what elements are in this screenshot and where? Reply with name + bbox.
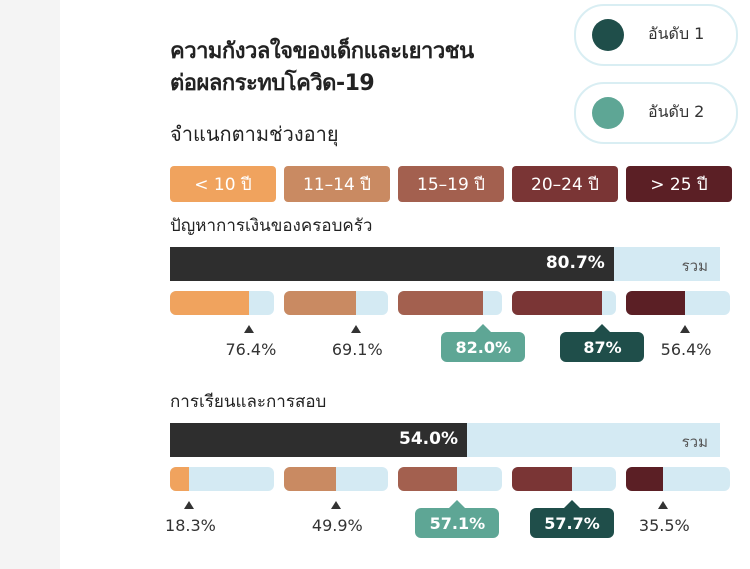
total-bar-fill-0 [170, 247, 614, 281]
section-label-0: ปัญหาการเงินของครอบครัว [170, 216, 373, 236]
age-chip-under-10: < 10 ปี [170, 166, 276, 202]
age-bar-track-1-0 [170, 467, 274, 491]
total-value-label-0: 80.7% [545, 253, 605, 273]
total-bar-track-1: 54.0% รวม [170, 423, 720, 457]
value-marker-1-0 [184, 501, 195, 509]
rank-badge-0-3: 87% [560, 324, 645, 362]
age-bar-track-0-2 [398, 291, 502, 315]
age-bar-fill-0-3 [512, 291, 603, 315]
legend-swatch-rank-1 [592, 19, 624, 51]
age-bar-fill-0-4 [626, 291, 685, 315]
total-tag-1: รวม [681, 433, 708, 451]
age-bar-fill-1-4 [626, 467, 663, 491]
legend-item-rank-2: อันดับ 2 [574, 82, 738, 144]
age-bar-track-1-2 [398, 467, 502, 491]
value-label-1-0: 18.3% [165, 516, 216, 535]
total-bar-fill-1 [170, 423, 467, 457]
age-bar-fill-1-0 [170, 467, 190, 491]
age-chip-15-19: 15–19 ปี [398, 166, 504, 202]
rank-badge-1-3: 57.7% [530, 500, 614, 538]
value-marker-0-4 [679, 325, 690, 333]
value-marker-0-1 [350, 325, 361, 333]
age-chip-20-24: 20–24 ปี [512, 166, 618, 202]
age-chip-11-14: 11–14 ปี [284, 166, 390, 202]
value-label-1-1: 49.9% [311, 516, 363, 535]
value-marker-0-0 [244, 325, 255, 333]
age-bar-track-0-3 [512, 291, 616, 315]
value-label-0-1: 69.1% [331, 340, 383, 359]
legend-item-rank-1: อันดับ 1 [574, 4, 738, 66]
title-line-1: ความกังวลใจของเด็กและเยาวชน [170, 39, 474, 64]
value-marker-1-1 [330, 501, 341, 509]
age-bar-fill-1-2 [398, 467, 458, 491]
value-label-0-4: 56.4% [660, 340, 712, 359]
age-bar-fill-0-2 [398, 291, 484, 315]
age-bar-track-0-4 [626, 291, 730, 315]
total-value-label-1: 54.0% [399, 429, 458, 449]
age-bar-track-1-3 [512, 467, 616, 491]
total-bar-track-0: 80.7% รวม [170, 247, 720, 281]
value-label-0-0: 76.4% [225, 340, 277, 359]
age-bar-fill-1-3 [512, 467, 572, 491]
age-chip-over-25: > 25 ปี [626, 166, 732, 202]
age-bar-track-1-1 [284, 467, 388, 491]
section-label-1: การเรียนและการสอบ [170, 392, 327, 412]
value-label-1-4: 35.5% [638, 516, 690, 535]
total-tag-0: รวม [681, 257, 708, 275]
title-line-2: ต่อผลกระทบโควิด-19 [170, 71, 375, 96]
value-marker-1-4 [657, 501, 668, 509]
chart-subtitle: จำแนกตามช่วงอายุ [170, 122, 339, 146]
rank-badge-1-2: 57.1% [415, 500, 500, 538]
age-bar-track-0-0 [170, 291, 274, 315]
age-bar-track-1-4 [626, 467, 730, 491]
rank-badge-0-2: 82.0% [441, 324, 526, 362]
age-bar-fill-1-1 [284, 467, 336, 491]
chart-title: ความกังวลใจของเด็กและเยาวชน ต่อผลกระทบโค… [170, 36, 474, 100]
age-bar-fill-0-1 [284, 291, 356, 315]
legend-label-rank-1: อันดับ 1 [648, 24, 705, 43]
legend-label-rank-2: อันดับ 2 [648, 102, 705, 121]
page-margin [0, 0, 60, 569]
age-bar-track-0-1 [284, 291, 388, 315]
legend-swatch-rank-2 [592, 97, 624, 129]
age-bar-fill-0-0 [170, 291, 250, 315]
